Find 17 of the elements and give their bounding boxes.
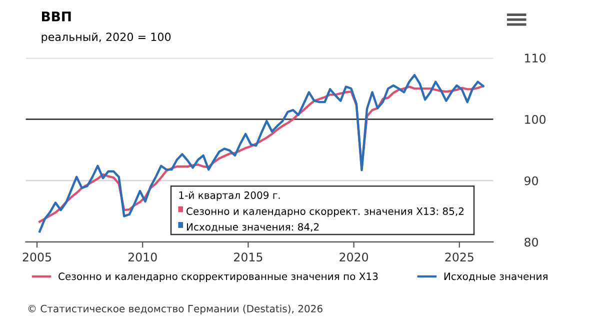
annotation: 1-й квартал 2009 г. [179,191,280,201]
annotation: Исходные значения: 84,2 [186,223,319,232]
x-tick-label: 2025 [445,252,474,262]
legend-label: Исходные значения [444,272,548,282]
x-tick-label: 2010 [128,252,157,262]
chart-subtitle: реальный, 2020 = 100 [42,32,171,44]
y-tick-label: 80 [524,238,538,247]
y-tick-label: 100 [525,114,546,124]
x-tick-label: 2005 [22,252,51,262]
x-tick-label: 2020 [340,252,368,262]
text: © Статистическое ведомство Германии (Destatis), 2026 [28,304,322,314]
y-tick-label: 110 [525,54,546,63]
annotation: Сезонно и календарно скоррект. значения X13: 85,2 [186,207,464,217]
y-tick-label: 90 [524,176,538,186]
legend-label: Сезонно и календарно скорректированные значения по X13 [58,272,378,282]
chart-title: ВВП [42,12,71,22]
x-tick-label: 2015 [234,252,262,262]
